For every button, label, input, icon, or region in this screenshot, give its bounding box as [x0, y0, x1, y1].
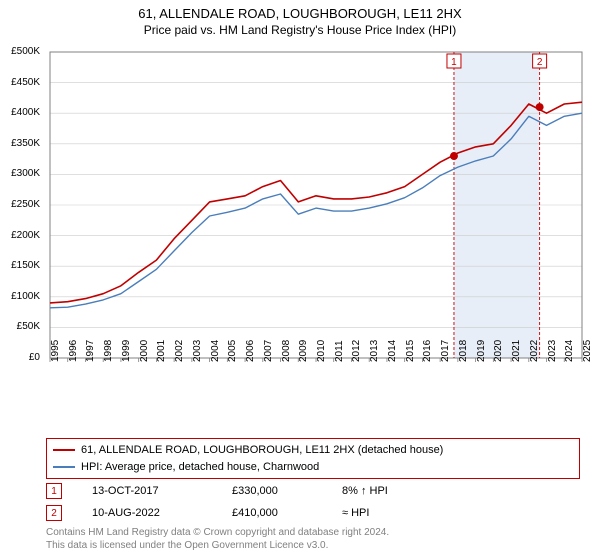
marker-number-box: 2: [46, 505, 62, 521]
footer-attribution: Contains HM Land Registry data © Crown c…: [46, 526, 580, 552]
x-axis-labels: 1995199619971998199920002001200220032004…: [46, 362, 586, 402]
y-axis-labels: £0£50K£100K£150K£200K£250K£300K£350K£400…: [0, 48, 44, 398]
marker-row-2: 2 10-AUG-2022 £410,000 ≈ HPI: [46, 502, 580, 524]
marker-date: 13-OCT-2017: [92, 485, 202, 497]
footer-line1: Contains HM Land Registry data © Crown c…: [46, 526, 580, 539]
marker-row-1: 1 13-OCT-2017 £330,000 8% ↑ HPI: [46, 480, 580, 502]
footer-line2: This data is licensed under the Open Gov…: [46, 539, 580, 552]
chart-container: 61, ALLENDALE ROAD, LOUGHBOROUGH, LE11 2…: [0, 0, 600, 560]
legend-swatch-red: [53, 449, 75, 451]
legend-swatch-blue: [53, 466, 75, 468]
legend-item-hpi: HPI: Average price, detached house, Char…: [53, 459, 573, 476]
svg-text:1: 1: [451, 57, 457, 68]
title-block: 61, ALLENDALE ROAD, LOUGHBOROUGH, LE11 2…: [0, 0, 600, 37]
marker-table: 1 13-OCT-2017 £330,000 8% ↑ HPI 2 10-AUG…: [46, 480, 580, 524]
legend-item-price-paid: 61, ALLENDALE ROAD, LOUGHBOROUGH, LE11 2…: [53, 442, 573, 459]
legend: 61, ALLENDALE ROAD, LOUGHBOROUGH, LE11 2…: [46, 438, 580, 479]
legend-label: 61, ALLENDALE ROAD, LOUGHBOROUGH, LE11 2…: [81, 442, 443, 459]
page-title: 61, ALLENDALE ROAD, LOUGHBOROUGH, LE11 2…: [0, 6, 600, 21]
marker-price: £330,000: [232, 485, 312, 497]
page-subtitle: Price paid vs. HM Land Registry's House …: [0, 23, 600, 37]
marker-price: £410,000: [232, 507, 312, 519]
marker-diff: ≈ HPI: [342, 507, 472, 519]
marker-number-box: 1: [46, 483, 62, 499]
legend-label: HPI: Average price, detached house, Char…: [81, 459, 319, 476]
marker-date: 10-AUG-2022: [92, 507, 202, 519]
svg-text:2: 2: [537, 57, 543, 68]
marker-diff: 8% ↑ HPI: [342, 485, 472, 497]
